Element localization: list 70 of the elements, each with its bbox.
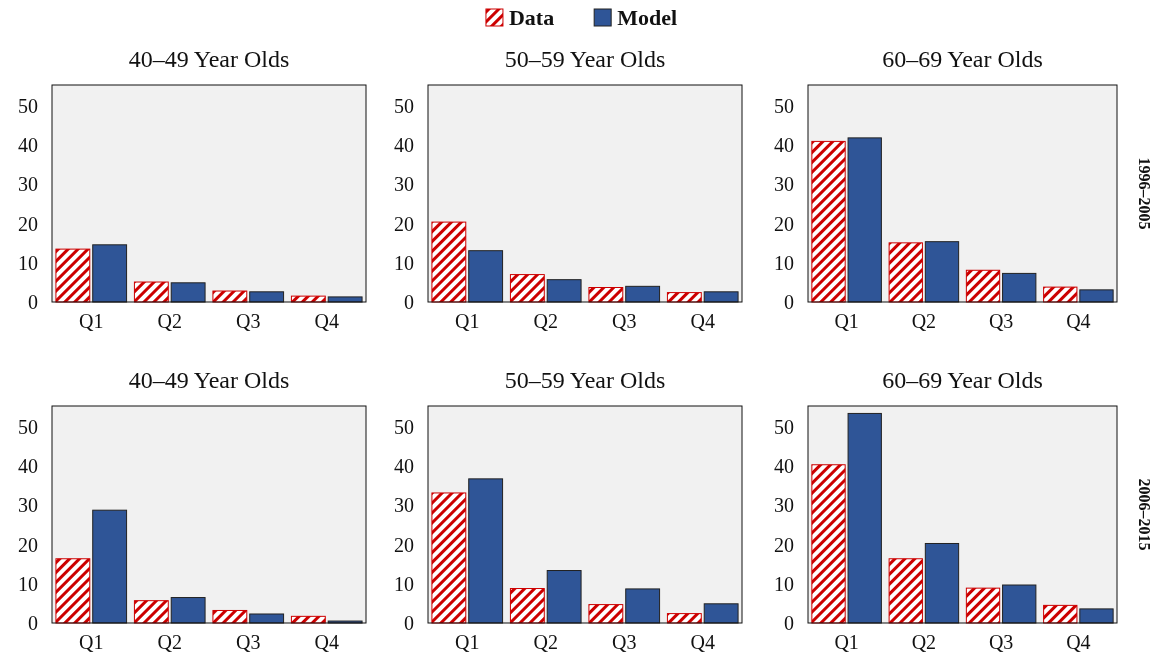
y-tick-label: 10	[774, 251, 794, 274]
y-tick-label: 20	[18, 533, 38, 556]
x-tick-label: Q2	[533, 310, 558, 333]
y-tick-label: 10	[774, 572, 794, 595]
x-tick-label: Q1	[455, 631, 480, 654]
y-tick-label: 20	[394, 533, 414, 556]
chart-title: 60–69 Year Olds	[882, 367, 1043, 393]
y-tick-label: 50	[394, 95, 414, 118]
x-tick-label: Q3	[988, 631, 1014, 654]
y-tick-label: 40	[394, 455, 414, 478]
y-tick-label: 20	[18, 212, 38, 235]
x-tick-label: Q4	[314, 310, 339, 333]
text: Data	[508, 5, 555, 30]
y-tick-label: 40	[774, 134, 794, 157]
x-tick-label: Q4	[314, 631, 339, 654]
y-tick-label: 30	[394, 173, 414, 196]
y-tick-label: 0	[784, 290, 794, 313]
y-tick-label: 10	[18, 572, 38, 595]
y-tick-label: 30	[394, 494, 414, 517]
x-tick-label: Q4	[690, 631, 715, 654]
y-tick-label: 40	[18, 134, 38, 157]
chart-title: 60–69 Year Olds	[882, 46, 1043, 72]
x-tick-label: Q1	[79, 631, 104, 654]
y-tick-label: 0	[28, 611, 38, 634]
x-tick-label: Q2	[911, 310, 937, 333]
x-tick-label: Q1	[79, 310, 104, 333]
x-tick-label: Q1	[834, 631, 859, 654]
x-tick-label: Q3	[236, 631, 261, 654]
y-tick-label: 50	[18, 95, 38, 118]
y-tick-label: 40	[394, 134, 414, 157]
y-tick-label: 50	[18, 416, 38, 439]
x-tick-label: Q3	[612, 310, 637, 333]
y-tick-label: 0	[404, 290, 414, 313]
x-tick-label: Q3	[988, 310, 1014, 333]
legend-label: Model	[617, 5, 678, 30]
y-tick-label: 0	[404, 611, 414, 634]
y-tick-label: 30	[18, 494, 38, 517]
y-tick-label: 50	[394, 416, 414, 439]
y-tick-label: 40	[18, 455, 38, 478]
y-tick-label: 30	[774, 494, 794, 517]
x-tick-label: Q4	[690, 310, 715, 333]
x-tick-label: Q3	[236, 310, 261, 333]
x-tick-label: Q1	[455, 310, 480, 333]
x-tick-label: Q2	[533, 631, 558, 654]
text: 2006–2015	[1136, 478, 1153, 551]
y-tick-label: 10	[394, 572, 414, 595]
x-tick-label: Q4	[1066, 631, 1091, 654]
x-tick-label: Q2	[157, 631, 182, 654]
y-tick-label: 20	[774, 212, 794, 235]
chart-title: 50–59 Year Olds	[504, 367, 666, 393]
x-tick-label: Q1	[834, 310, 859, 333]
y-tick-label: 50	[774, 95, 794, 118]
y-tick-label: 10	[394, 251, 414, 274]
y-tick-label: 50	[774, 416, 794, 439]
x-tick-label: Q2	[911, 631, 937, 654]
y-tick-label: 0	[784, 611, 794, 634]
y-tick-label: 30	[774, 173, 794, 196]
chart-title: 40–49 Year Olds	[128, 367, 290, 393]
x-tick-label: Q2	[157, 310, 182, 333]
x-tick-label: Q4	[1066, 310, 1091, 333]
text: 1996–2005	[1136, 157, 1153, 230]
y-tick-label: 0	[28, 290, 38, 313]
y-tick-label: 10	[18, 251, 38, 274]
x-tick-label: Q3	[612, 631, 637, 654]
y-tick-label: 20	[774, 533, 794, 556]
y-tick-label: 30	[18, 173, 38, 196]
y-tick-label: 40	[774, 455, 794, 478]
chart-title: 50–59 Year Olds	[504, 46, 666, 72]
chart-title: 40–49 Year Olds	[128, 46, 290, 72]
y-tick-label: 20	[394, 212, 414, 235]
